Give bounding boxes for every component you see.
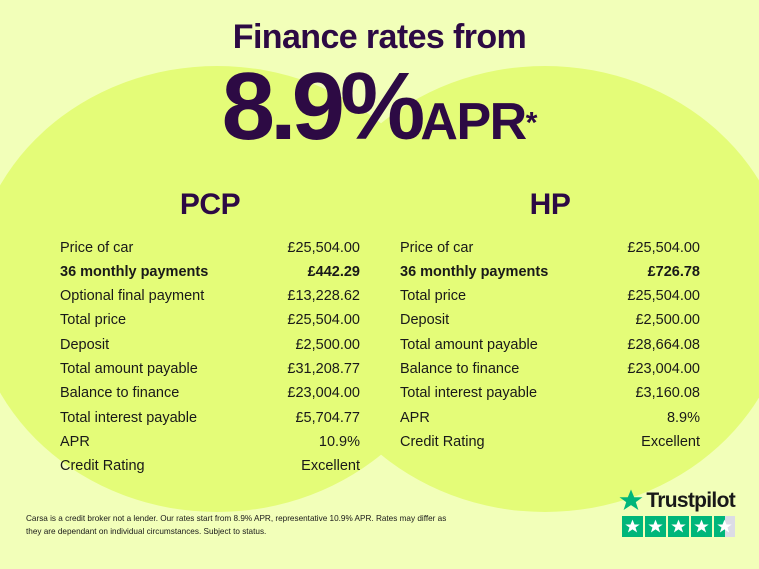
row-value: Excellent <box>301 458 360 475</box>
table-row: APR 10.9% <box>60 430 360 454</box>
trustpilot-star-icon <box>619 489 643 510</box>
row-label: Price of car <box>60 239 134 256</box>
rating-star-4 <box>691 516 712 537</box>
row-label: Total amount payable <box>60 361 198 378</box>
row-label: APR <box>400 409 430 426</box>
row-value: £442.29 <box>307 263 360 280</box>
table-row: Deposit £2,500.00 <box>400 309 700 333</box>
table-row: Balance to finance £23,004.00 <box>400 357 700 381</box>
rating-star-5-half <box>714 516 735 537</box>
row-label: Deposit <box>60 336 110 353</box>
table-row: Price of car £25,504.00 <box>60 236 360 260</box>
rating-star-2 <box>645 516 666 537</box>
row-label: Total interest payable <box>60 409 198 426</box>
table-row: 36 monthly payments £442.29 <box>60 260 360 284</box>
plan-title-pcp: PCP <box>179 188 241 221</box>
star-icon <box>645 516 666 537</box>
row-value: £31,208.77 <box>287 361 360 378</box>
plan-table-hp: Price of car £25,504.00 36 monthly payme… <box>400 236 700 455</box>
row-label: Price of car <box>400 239 474 256</box>
plan-card-hp: HP Price of car £25,504.00 36 monthly pa… <box>400 190 700 455</box>
star-icon <box>668 516 689 537</box>
row-value: £5,704.77 <box>295 409 360 426</box>
trustpilot-wordmark-text: Trustpilot <box>646 488 735 512</box>
row-value: £23,004.00 <box>287 385 360 402</box>
headline-rate: 8.9%APR* <box>0 59 759 155</box>
row-label: 36 monthly payments <box>400 263 549 280</box>
row-value: £25,504.00 <box>287 312 360 329</box>
table-row: APR 8.9% <box>400 406 700 430</box>
row-value: £3,160.08 <box>635 385 700 402</box>
page-title: Finance rates from <box>232 18 527 56</box>
trustpilot-star-rating <box>615 516 735 537</box>
table-row: Price of car £25,504.00 <box>400 236 700 260</box>
row-label: Optional final payment <box>60 288 205 305</box>
row-label: Total amount payable <box>400 336 538 353</box>
star-icon <box>622 516 643 537</box>
table-row: 36 monthly payments £726.78 <box>400 260 700 284</box>
row-value: £23,004.00 <box>627 361 700 378</box>
row-value: 8.9% <box>666 409 700 426</box>
rating-star-1 <box>622 516 643 537</box>
trustpilot-rating: Trustpilot <box>615 488 736 537</box>
row-label: 36 monthly payments <box>60 263 209 280</box>
plan-title-hp: HP <box>529 188 571 221</box>
row-label: Deposit <box>400 312 450 329</box>
row-label: Total interest payable <box>400 385 538 402</box>
row-value: £726.78 <box>647 263 700 280</box>
star-icon <box>691 516 712 537</box>
row-value: £25,504.00 <box>627 288 700 305</box>
star-icon <box>714 516 735 537</box>
table-row: Total interest payable £3,160.08 <box>400 382 700 406</box>
row-value: £28,664.08 <box>627 336 700 353</box>
rate-value: 8.9% <box>221 53 426 160</box>
table-row: Total price £25,504.00 <box>400 285 700 309</box>
legal-disclaimer: Carsa is a credit broker not a lender. O… <box>26 514 447 537</box>
table-row: Total interest payable £5,704.77 <box>60 406 360 430</box>
plan-card-pcp: PCP Price of car £25,504.00 36 monthly p… <box>60 190 360 479</box>
row-label: Balance to finance <box>400 361 520 378</box>
table-row: Optional final payment £13,228.62 <box>60 285 360 309</box>
row-value: £25,504.00 <box>287 239 360 256</box>
row-value: 10.9% <box>318 433 360 450</box>
trustpilot-logo: Trustpilot <box>615 488 736 512</box>
table-row: Total amount payable £31,208.77 <box>60 357 360 381</box>
row-label: Total price <box>400 288 467 305</box>
table-row: Credit Rating Excellent <box>60 455 360 479</box>
row-label: APR <box>60 433 90 450</box>
rate-suffix: APR <box>420 93 527 151</box>
table-row: Deposit £2,500.00 <box>60 333 360 357</box>
row-value: £2,500.00 <box>635 312 700 329</box>
row-label: Balance to finance <box>60 385 180 402</box>
table-row: Credit Rating Excellent <box>400 430 700 454</box>
row-label: Total price <box>60 312 127 329</box>
background-circle-right <box>300 66 759 512</box>
table-row: Total amount payable £28,664.08 <box>400 333 700 357</box>
row-value: £25,504.00 <box>627 239 700 256</box>
row-value: £13,228.62 <box>287 288 360 305</box>
row-label: Credit Rating <box>60 458 145 475</box>
table-row: Total price £25,504.00 <box>60 309 360 333</box>
row-value: Excellent <box>641 433 700 450</box>
row-value: £2,500.00 <box>295 336 360 353</box>
rating-star-3 <box>668 516 689 537</box>
rate-footnote-asterisk: * <box>525 106 538 140</box>
plan-table-pcp: Price of car £25,504.00 36 monthly payme… <box>60 236 360 479</box>
row-label: Credit Rating <box>400 433 485 450</box>
table-row: Balance to finance £23,004.00 <box>60 382 360 406</box>
